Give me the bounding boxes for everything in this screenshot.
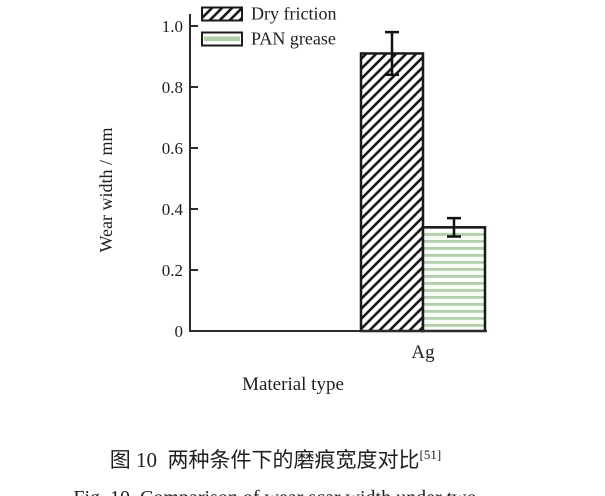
y-ticks: 0 0.2 0.4 0.6 0.8 1.0	[162, 17, 198, 341]
error-bar-dry-friction	[385, 30, 399, 77]
y-tick-label: 0.6	[162, 139, 183, 158]
legend-label-pan-grease: PAN grease	[251, 29, 336, 49]
x-category-label: Ag	[411, 342, 435, 363]
y-axis-title: Wear width / mm	[96, 127, 116, 252]
bar-dry-friction	[359, 52, 425, 333]
legend-swatch-green-band	[204, 36, 240, 42]
axis-layer: 0 0.2 0.4 0.6 0.8 1.0 Wear width / mm Materia…	[96, 14, 487, 395]
x-axis-title: Material type	[242, 374, 344, 395]
bars-layer	[359, 30, 487, 333]
error-bar-pan-grease	[447, 216, 461, 238]
bar-pan-grease	[421, 226, 487, 333]
y-tick-label: 0.4	[162, 200, 184, 219]
legend-swatch-dry-friction	[201, 6, 243, 22]
caption-english-text: Fig. 10 Comparison of wear scar width un…	[73, 487, 481, 496]
caption-chinese-reference: [51]	[419, 447, 442, 462]
y-tick-label: 1.0	[162, 17, 183, 36]
caption-chinese: 图 10 两种条件下的磨痕宽度对比[51]	[0, 419, 530, 496]
legend: Dry friction PAN grease	[201, 4, 336, 49]
y-tick-label: 0.2	[162, 261, 183, 280]
caption-chinese-text: 图 10 两种条件下的磨痕宽度对比	[109, 448, 420, 472]
y-tick-label: 0	[175, 322, 184, 341]
y-tick-label: 0.8	[162, 78, 183, 97]
legend-label-dry-friction: Dry friction	[251, 4, 336, 24]
caption-english: Fig. 10 Comparison of wear scar width un…	[0, 464, 530, 496]
wear-width-bar-chart: 0 0.2 0.4 0.6 0.8 1.0 Wear width / mm Materia…	[96, 4, 487, 395]
